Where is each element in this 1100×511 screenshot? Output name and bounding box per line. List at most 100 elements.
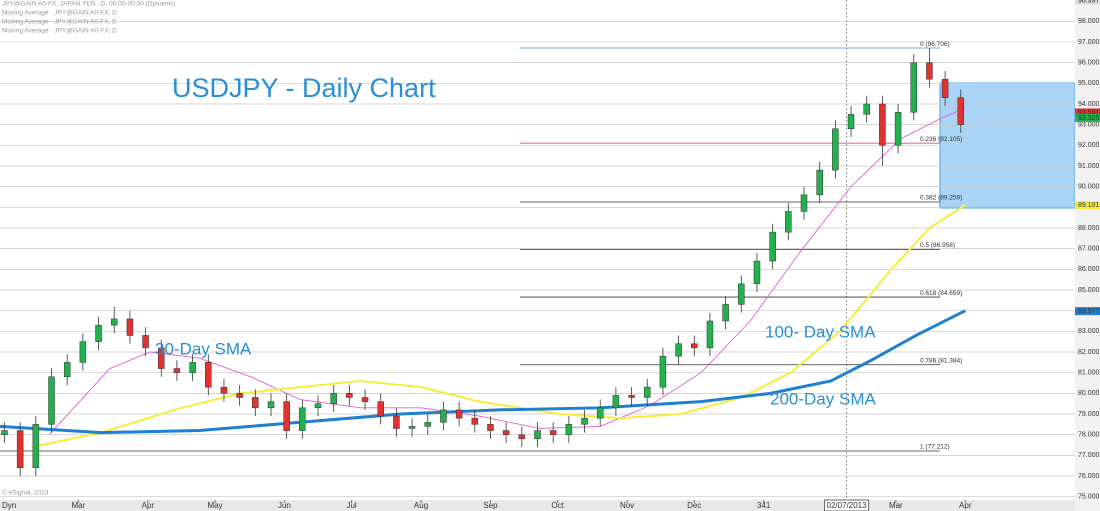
candle-body: [769, 231, 776, 262]
y-tick-label: 80.000: [1078, 390, 1100, 397]
candle-body: [189, 362, 196, 373]
y-tick-label: 91.000: [1078, 163, 1100, 170]
candle-body: [816, 169, 823, 196]
candle-body: [48, 376, 55, 425]
x-tick-label: Mar: [889, 501, 903, 510]
candle-body: [832, 128, 839, 171]
candle-body: [314, 403, 322, 409]
candle-body: [440, 409, 447, 423]
price-tag: [1075, 201, 1100, 210]
candle-body: [518, 434, 526, 440]
candle-body: [894, 111, 902, 146]
candle-body: [408, 426, 416, 429]
annotation: 100- Day SMA: [765, 322, 876, 341]
y-tick-label: 78.000: [1078, 432, 1100, 439]
cursor-label-box: [824, 499, 870, 511]
annotation: 200-Day SMA: [770, 389, 876, 408]
chart-title: USDJPY - Daily Chart: [172, 73, 436, 103]
candle-body: [879, 103, 886, 146]
candle-body: [910, 62, 917, 113]
price-tag: [1075, 113, 1100, 122]
price-tag: [1075, 307, 1100, 316]
candle-body: [16, 430, 24, 469]
candle-body: [32, 424, 40, 469]
y-tick-label: 88.000: [1078, 225, 1100, 232]
y-tick-label: 75.000: [1078, 494, 1100, 501]
y-tick-label: 92.000: [1078, 142, 1100, 149]
moving-average: [31, 204, 966, 449]
x-tick-label: May: [207, 501, 222, 510]
x-tick-label: Jun: [278, 501, 291, 510]
y-tick-label: 95.000: [1078, 80, 1100, 87]
price-tag-label: 83.977: [1078, 308, 1100, 315]
price-tag: [1075, 0, 1100, 5]
fib-label: 0.5 (86.958): [920, 242, 955, 249]
candle-body: [581, 417, 588, 425]
y-tick-label: 81.000: [1078, 370, 1100, 377]
x-tick-label: Dec: [687, 501, 701, 510]
x-tick-label: Apr: [959, 501, 972, 510]
candle-body: [252, 397, 259, 409]
candle-body: [534, 430, 541, 440]
header-line: Moving Average - JPY@GAIN A0-FX, D: [2, 19, 117, 26]
candle-body: [659, 355, 667, 388]
candle-body: [957, 97, 965, 125]
candle-body: [675, 343, 682, 357]
price-tag: [1075, 108, 1100, 117]
header-line: Moving Average - JPY@GAIN A0-FX, D: [2, 28, 117, 35]
candle-body: [847, 114, 855, 130]
candle-body: [205, 362, 212, 388]
candle-body: [346, 393, 353, 398]
fib-label: 0.786 (81.384): [920, 357, 962, 364]
candle-body: [926, 62, 933, 80]
y-tick-label: 82.000: [1078, 349, 1100, 356]
candle-body: [455, 409, 463, 419]
candle-body: [753, 260, 761, 285]
y-tick-label: 94.000: [1078, 101, 1100, 108]
candle-body: [471, 417, 479, 425]
y-tick-label: 86.000: [1078, 266, 1100, 273]
candle-body: [612, 395, 620, 409]
copyright: © eSignal, 2013: [2, 489, 49, 497]
candle-body: [596, 407, 604, 419]
candle-body: [126, 318, 134, 336]
y-tick-label: 79.000: [1078, 411, 1100, 418]
candle-body: [691, 343, 698, 349]
x-tick-label: Jul: [346, 501, 356, 510]
candle-body: [863, 103, 870, 115]
fib-label: 0.236 (92.105): [920, 136, 962, 143]
moving-average: [48, 107, 966, 435]
candle-body: [393, 415, 400, 429]
y-tick-label: 97.000: [1078, 39, 1100, 46]
candle-body: [487, 424, 494, 431]
x-tick-label: Mar: [71, 501, 85, 510]
candle-body: [706, 320, 714, 349]
candle-body: [722, 304, 729, 322]
header-line: JPY@GAIN A0-FX, JAPAN YEN , D, 00:00-00:…: [2, 1, 175, 8]
fib-label: 0.382 (89.259): [920, 195, 962, 202]
candle-body: [95, 324, 102, 342]
corner-label: Dyn: [2, 501, 16, 510]
candle-body: [79, 341, 87, 363]
x-tick-label: Oct: [551, 501, 564, 510]
x-tick-label: Apr: [142, 501, 155, 510]
candle-body: [549, 430, 557, 435]
candle-body: [236, 393, 243, 398]
candle-body: [1, 430, 8, 435]
y-tick-label: 85.000: [1078, 287, 1100, 294]
candle-body: [299, 407, 306, 431]
candle-body: [941, 78, 949, 99]
candle-body: [565, 424, 573, 435]
fib-label: 0.618 (84.659): [920, 290, 962, 297]
candle-body: [800, 194, 808, 212]
cursor-label: 02/07/2013: [827, 501, 868, 510]
y-tick-label: 93.000: [1078, 121, 1100, 128]
fib-label: 1 (77.212): [920, 444, 950, 451]
y-tick-label: 90.000: [1078, 183, 1100, 190]
annotation: 30-Day SMA: [155, 339, 252, 358]
price-tag-label: 93.591: [1078, 109, 1100, 116]
candle-body: [63, 362, 71, 378]
candle-body: [158, 347, 165, 369]
candle-body: [738, 283, 745, 305]
